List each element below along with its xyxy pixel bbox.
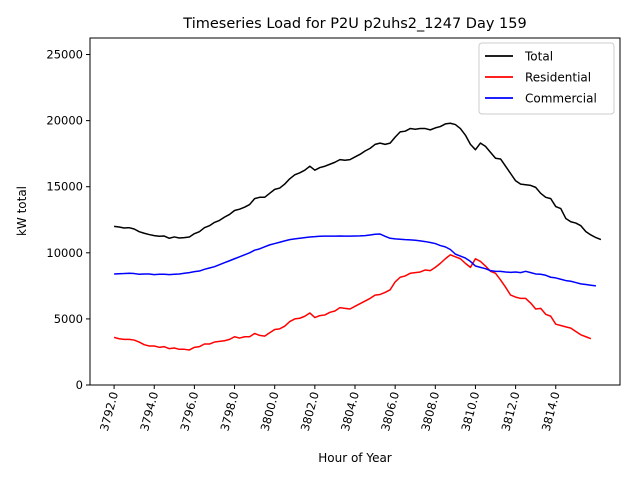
series-layer (113, 122, 602, 351)
y-tick-label: 10000 (46, 246, 83, 260)
y-tick-label: 0 (76, 378, 83, 392)
y-tick-label: 25000 (46, 48, 83, 62)
y-tick-label: 15000 (46, 180, 83, 194)
series-line-commercial (114, 233, 597, 287)
y-tick-label: 5000 (54, 312, 83, 326)
legend-label-total: Total (524, 50, 553, 64)
chart-title: Timeseries Load for P2U p2uhs2_1247 Day … (182, 16, 526, 32)
legend-label-residential: Residential (525, 71, 591, 85)
legend-box (478, 42, 615, 115)
series-line-total (113, 122, 602, 241)
y-axis-label: kW total (15, 186, 29, 236)
legend: Total Residential Commercial (478, 42, 615, 115)
series-line-residential (113, 254, 592, 351)
legend-label-commercial: Commercial (525, 92, 597, 106)
y-tick-label: 20000 (46, 114, 83, 128)
x-axis-label: Hour of Year (318, 451, 392, 465)
plot-frame (89, 37, 621, 386)
